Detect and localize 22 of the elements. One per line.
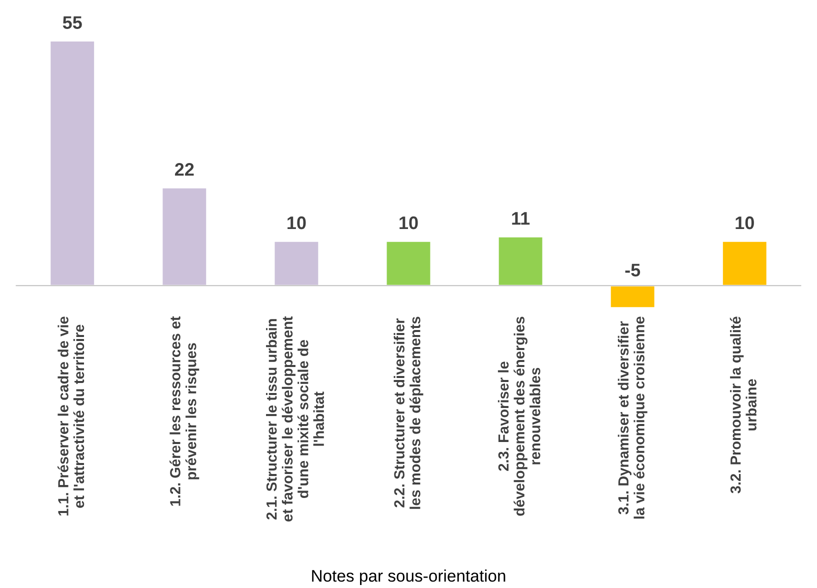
data-label: -5 (625, 264, 640, 276)
x-tick-label: 2.1. Structurer le tissu urbain et favoriser le développement d'une mixité sociale de l'habitat (266, 316, 324, 522)
x-tick-label: 2.2. Structurer et diversifier les modes de déplacements (394, 316, 424, 509)
bar (497, 236, 544, 286)
data-label: 10 (736, 216, 754, 230)
x-tick-label: 1.1. Préserver le cadre de vie et l'attractivité du territoire (58, 316, 84, 516)
bar (273, 240, 320, 286)
bar (609, 284, 656, 309)
data-label: 55 (62, 16, 82, 29)
x-tick-label: 2.3. Favoriser le développement des énergies renouvelables (498, 316, 540, 516)
x-tick-label: 3.2. Promouvoir la qualité urbaine (730, 316, 756, 494)
bar (385, 240, 432, 286)
bar (49, 40, 96, 286)
data-label: 11 (512, 212, 530, 225)
data-label: 10 (400, 216, 418, 230)
data-label: 10 (288, 216, 306, 230)
x-tick-label: 3.1. Dynamiser et diversifier la vie économique croisienne (618, 316, 648, 519)
bar (161, 187, 208, 286)
x-tick-label: 1.2. Gérer les ressources et prévenir les risques (170, 316, 200, 506)
data-label: 22 (174, 163, 194, 176)
bar (722, 240, 768, 286)
x-axis-title: Notes par sous-orientation (312, 570, 506, 586)
